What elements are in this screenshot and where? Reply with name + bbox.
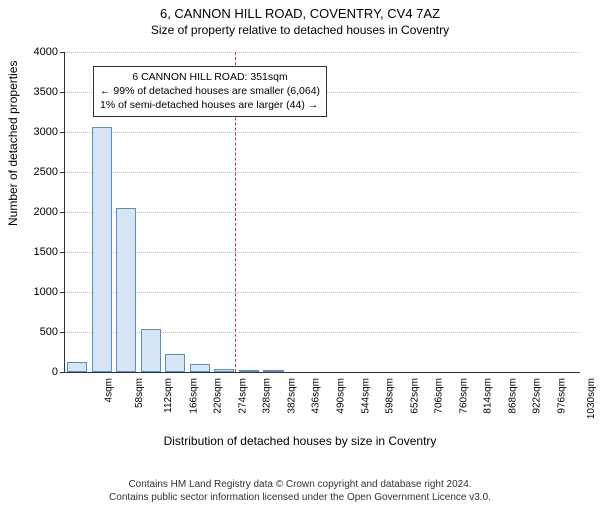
gridline [65, 292, 580, 293]
ytick-mark [60, 92, 64, 93]
ytick-mark [60, 372, 64, 373]
ytick-label: 1000 [18, 286, 58, 298]
xtick-label: 490sqm [336, 378, 347, 414]
xtick-label: 58sqm [134, 378, 145, 408]
histogram-bar [190, 364, 210, 372]
xtick-label: 814sqm [483, 378, 494, 414]
xtick-label: 4sqm [104, 378, 115, 402]
xtick-label: 760sqm [458, 378, 469, 414]
xtick-label: 652sqm [409, 378, 420, 414]
ytick-mark [60, 172, 64, 173]
ytick-mark [60, 292, 64, 293]
ytick-label: 1500 [18, 246, 58, 258]
xtick-label: 220sqm [213, 378, 224, 414]
ytick-mark [60, 332, 64, 333]
plot-area: 6 CANNON HILL ROAD: 351sqm ← 99% of deta… [64, 52, 580, 373]
footer-attribution: Contains HM Land Registry data © Crown c… [0, 478, 600, 504]
ytick-label: 0 [18, 366, 58, 378]
gridline [65, 172, 580, 173]
xtick-label: 544sqm [360, 378, 371, 414]
xtick-label: 166sqm [188, 378, 199, 414]
gridline [65, 52, 580, 53]
histogram-bar [263, 370, 283, 372]
gridline [65, 252, 580, 253]
histogram-bar [67, 362, 87, 372]
xtick-label: 1030sqm [586, 378, 597, 419]
histogram-bar [116, 208, 136, 372]
footer-line-2: Contains public sector information licen… [0, 491, 600, 504]
ytick-label: 500 [18, 326, 58, 338]
page-title: 6, CANNON HILL ROAD, COVENTRY, CV4 7AZ [0, 6, 600, 21]
ytick-mark [60, 212, 64, 213]
ytick-mark [60, 252, 64, 253]
xtick-label: 976sqm [556, 378, 567, 414]
xtick-label: 868sqm [507, 378, 518, 414]
page-subtitle: Size of property relative to detached ho… [0, 23, 600, 37]
ytick-label: 2500 [18, 166, 58, 178]
annotation-line-1: 6 CANNON HILL ROAD: 351sqm [100, 70, 320, 84]
histogram-bar [92, 127, 112, 372]
histogram-bar [239, 370, 259, 372]
ytick-label: 2000 [18, 206, 58, 218]
ytick-label: 3500 [18, 86, 58, 98]
xtick-label: 328sqm [262, 378, 273, 414]
annotation-line-2: ← 99% of detached houses are smaller (6,… [100, 84, 320, 98]
histogram-bar [141, 329, 161, 372]
ytick-mark [60, 132, 64, 133]
gridline [65, 132, 580, 133]
ytick-label: 3000 [18, 126, 58, 138]
chart-container: 6, CANNON HILL ROAD, COVENTRY, CV4 7AZ S… [0, 6, 600, 506]
ytick-label: 4000 [18, 46, 58, 58]
xtick-label: 112sqm [163, 378, 174, 413]
footer-line-1: Contains HM Land Registry data © Crown c… [0, 478, 600, 491]
xtick-label: 436sqm [311, 378, 322, 414]
annotation-box: 6 CANNON HILL ROAD: 351sqm ← 99% of deta… [93, 66, 327, 117]
xtick-label: 382sqm [287, 378, 298, 414]
histogram-bar [165, 354, 185, 372]
gridline [65, 212, 580, 213]
xtick-label: 598sqm [385, 378, 396, 414]
ytick-mark [60, 52, 64, 53]
xtick-label: 922sqm [532, 378, 543, 414]
xtick-label: 706sqm [434, 378, 445, 414]
x-axis-label: Distribution of detached houses by size … [0, 434, 600, 448]
histogram-bar [214, 369, 234, 372]
xtick-label: 274sqm [237, 378, 248, 414]
annotation-line-3: 1% of semi-detached houses are larger (4… [100, 98, 320, 112]
